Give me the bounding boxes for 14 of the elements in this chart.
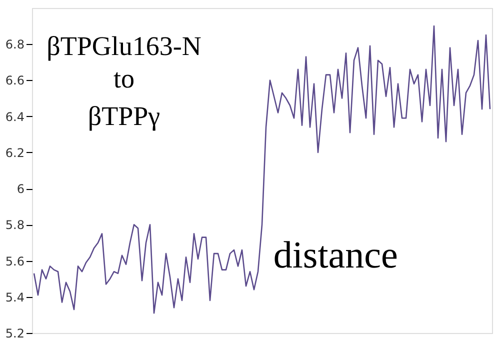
- y-tick-label: 6: [16, 182, 24, 196]
- y-tick-label: 6.8: [5, 38, 24, 52]
- annotation: βTPGlu163-N: [46, 31, 202, 61]
- y-tick-label: 6.2: [5, 146, 24, 160]
- y-tick-label: 5.8: [5, 218, 24, 232]
- y-tick-label: 6.6: [5, 74, 24, 88]
- y-tick-label: 6.4: [5, 110, 24, 124]
- annotation: distance: [273, 234, 398, 277]
- annotation: to: [113, 64, 135, 94]
- y-tick-label: 5.2: [5, 326, 24, 340]
- line-series: [33, 25, 491, 314]
- y-tick-label: 5.4: [5, 290, 24, 304]
- y-tick-label: 5.6: [5, 254, 24, 268]
- annotation: βTPPγ: [88, 100, 160, 131]
